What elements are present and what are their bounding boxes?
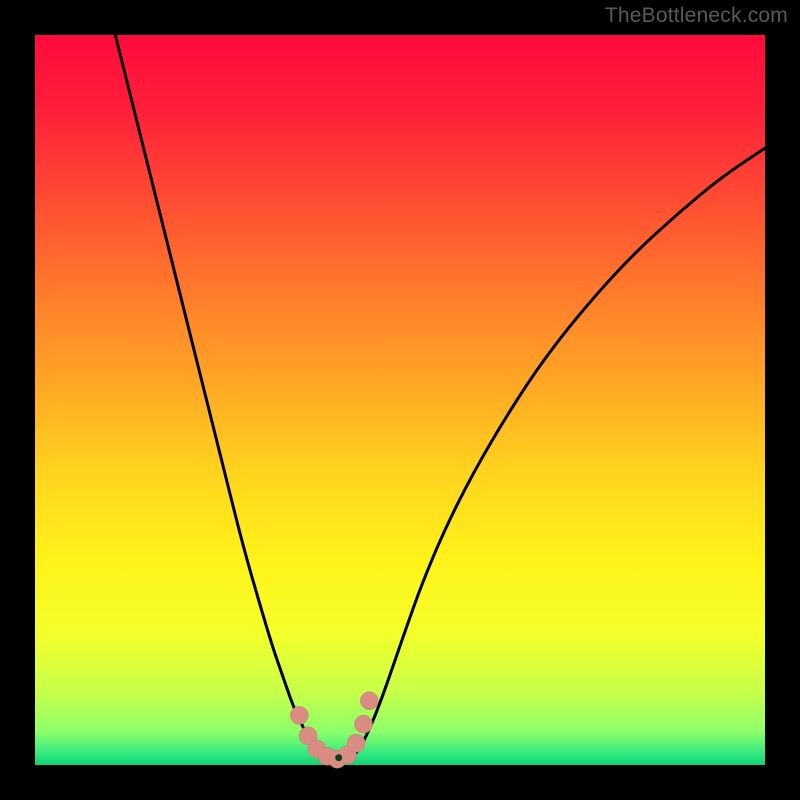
dip-center-marker <box>335 754 342 761</box>
watermark-text: TheBottleneck.com <box>605 4 788 28</box>
chart-container: TheBottleneck.com <box>0 0 800 800</box>
marker-dot <box>355 715 373 733</box>
gradient-field <box>35 35 765 765</box>
marker-dot <box>347 734 365 752</box>
bottleneck-curve-chart <box>0 0 800 800</box>
marker-dot <box>290 706 308 724</box>
marker-dot <box>360 692 378 710</box>
